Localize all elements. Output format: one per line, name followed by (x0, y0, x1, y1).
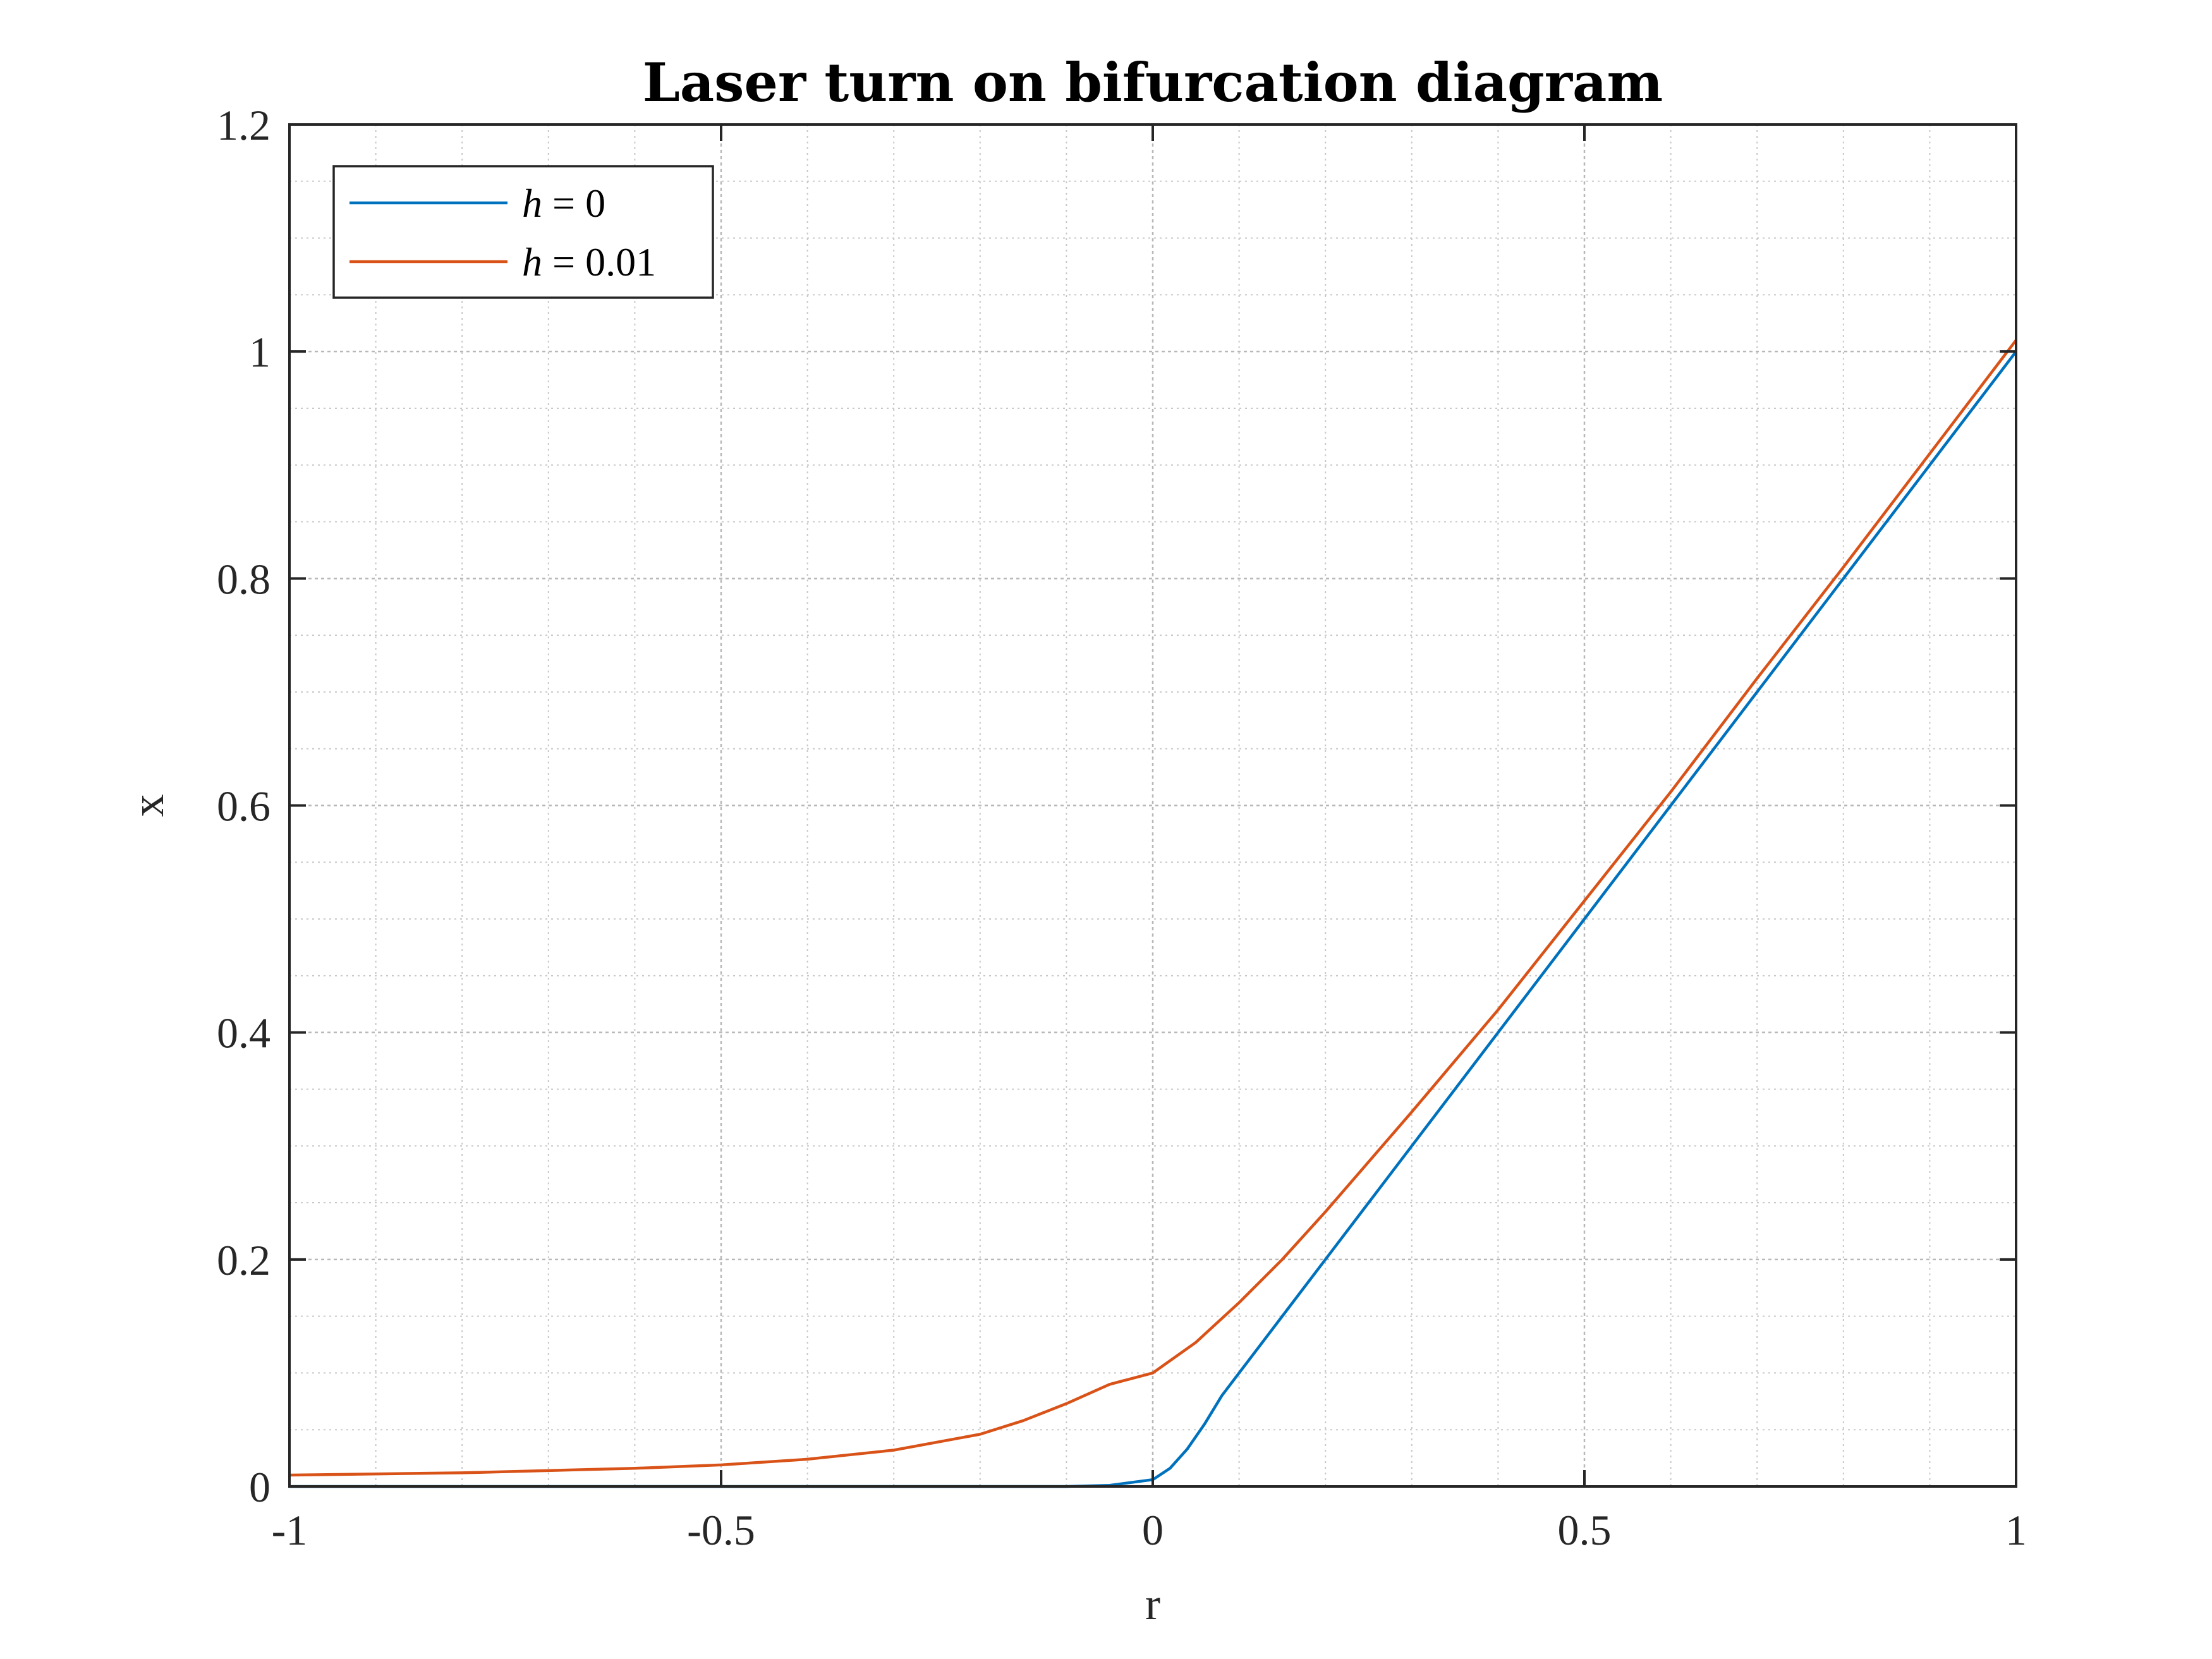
x-tick-label: -1 (272, 1506, 308, 1554)
y-tick-label: 0.8 (217, 555, 270, 603)
chart-title: Laser turn on bifurcation diagram (643, 51, 1663, 114)
x-tick-label: 0.5 (1558, 1506, 1612, 1554)
y-tick-label: 1.2 (217, 101, 270, 149)
x-tick-label: -0.5 (687, 1506, 755, 1554)
y-tick-label: 0 (249, 1463, 270, 1511)
axis-ticks: -1 -0.5 0 0.5 1 0 0.2 0.4 0.6 0.8 1 1.2 (217, 101, 2027, 1554)
x-tick-label: 1 (2005, 1506, 2027, 1554)
x-tick-label: 0 (1142, 1506, 1164, 1554)
legend-box (332, 165, 714, 299)
y-tick-label: 0.6 (217, 782, 270, 830)
x-axis-label: r (1145, 1579, 1160, 1629)
y-tick-label: 0.4 (217, 1009, 270, 1057)
y-axis-label: x (123, 794, 173, 817)
legend-label-2: h = 0.01 (522, 240, 656, 284)
series-line-2 (289, 339, 2017, 1477)
y-tick-label: 1 (249, 328, 270, 376)
y-tick-label: 0.2 (217, 1236, 270, 1284)
legend: h = 0 h = 0.01 (332, 165, 714, 299)
legend-label-1: h = 0 (522, 181, 605, 226)
